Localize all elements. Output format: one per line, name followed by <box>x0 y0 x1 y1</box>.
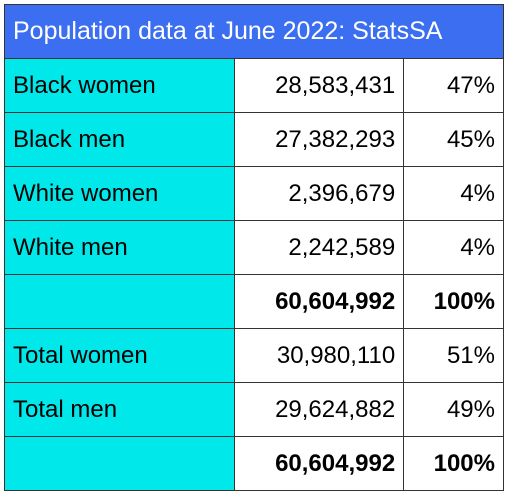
row-percent: 4% <box>404 167 504 221</box>
table-row: 60,604,992100% <box>5 275 504 329</box>
row-label: White women <box>5 167 235 221</box>
row-label: Total women <box>5 329 235 383</box>
table-body: Black women28,583,43147%Black men27,382,… <box>5 59 504 491</box>
row-percent: 49% <box>404 383 504 437</box>
table-header-row: Population data at June 2022: StatsSA <box>5 5 504 59</box>
row-label: Black men <box>5 113 235 167</box>
table-row: Black men27,382,29345% <box>5 113 504 167</box>
row-percent: 47% <box>404 59 504 113</box>
table-row: 60,604,992100% <box>5 437 504 491</box>
row-percent: 51% <box>404 329 504 383</box>
row-value: 2,242,589 <box>234 221 404 275</box>
row-value: 30,980,110 <box>234 329 404 383</box>
population-table-container: Population data at June 2022: StatsSA Bl… <box>0 0 508 503</box>
row-label <box>5 437 235 491</box>
row-value: 28,583,431 <box>234 59 404 113</box>
row-label: Total men <box>5 383 235 437</box>
row-label: Black women <box>5 59 235 113</box>
table-row: White men2,242,5894% <box>5 221 504 275</box>
row-value: 2,396,679 <box>234 167 404 221</box>
population-table: Population data at June 2022: StatsSA Bl… <box>4 4 504 491</box>
row-percent: 45% <box>404 113 504 167</box>
row-percent: 100% <box>404 275 504 329</box>
row-value: 60,604,992 <box>234 275 404 329</box>
row-percent: 100% <box>404 437 504 491</box>
table-row: White women2,396,6794% <box>5 167 504 221</box>
table-row: Total men29,624,88249% <box>5 383 504 437</box>
row-value: 27,382,293 <box>234 113 404 167</box>
row-percent: 4% <box>404 221 504 275</box>
table-row: Black women28,583,43147% <box>5 59 504 113</box>
row-label: White men <box>5 221 235 275</box>
row-value: 60,604,992 <box>234 437 404 491</box>
table-title: Population data at June 2022: StatsSA <box>5 5 504 59</box>
row-value: 29,624,882 <box>234 383 404 437</box>
row-label <box>5 275 235 329</box>
table-row: Total women30,980,11051% <box>5 329 504 383</box>
